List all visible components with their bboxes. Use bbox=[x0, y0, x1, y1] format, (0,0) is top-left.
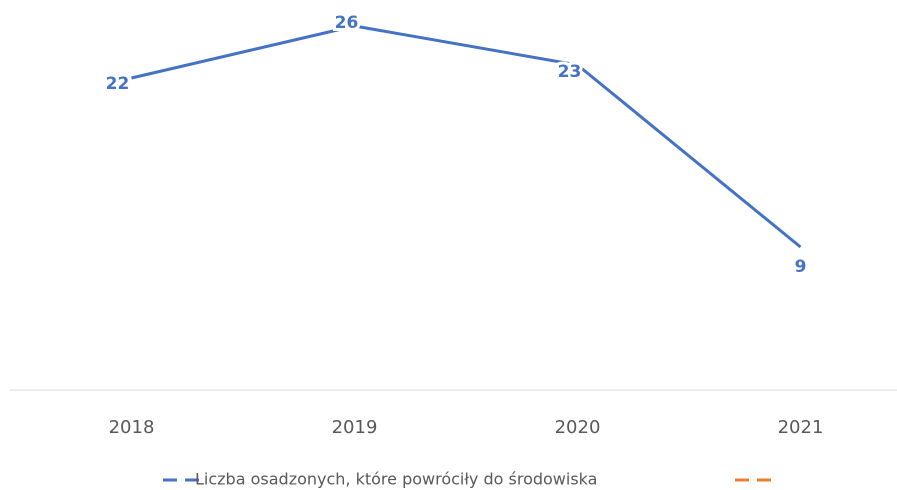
x-tick-label: 2019 bbox=[332, 417, 378, 438]
data-label: 9 bbox=[795, 257, 807, 277]
data-label: 23 bbox=[558, 62, 582, 82]
line-series bbox=[131, 24, 802, 249]
data-label: 22 bbox=[106, 74, 130, 94]
data-label: 26 bbox=[335, 13, 359, 33]
x-tick-label: 2020 bbox=[555, 417, 601, 438]
x-tick-label: 2021 bbox=[778, 417, 824, 438]
x-tick-label: 2018 bbox=[109, 417, 155, 438]
legend-label: Liczba osadzonych, które powróciły do śr… bbox=[195, 470, 597, 489]
